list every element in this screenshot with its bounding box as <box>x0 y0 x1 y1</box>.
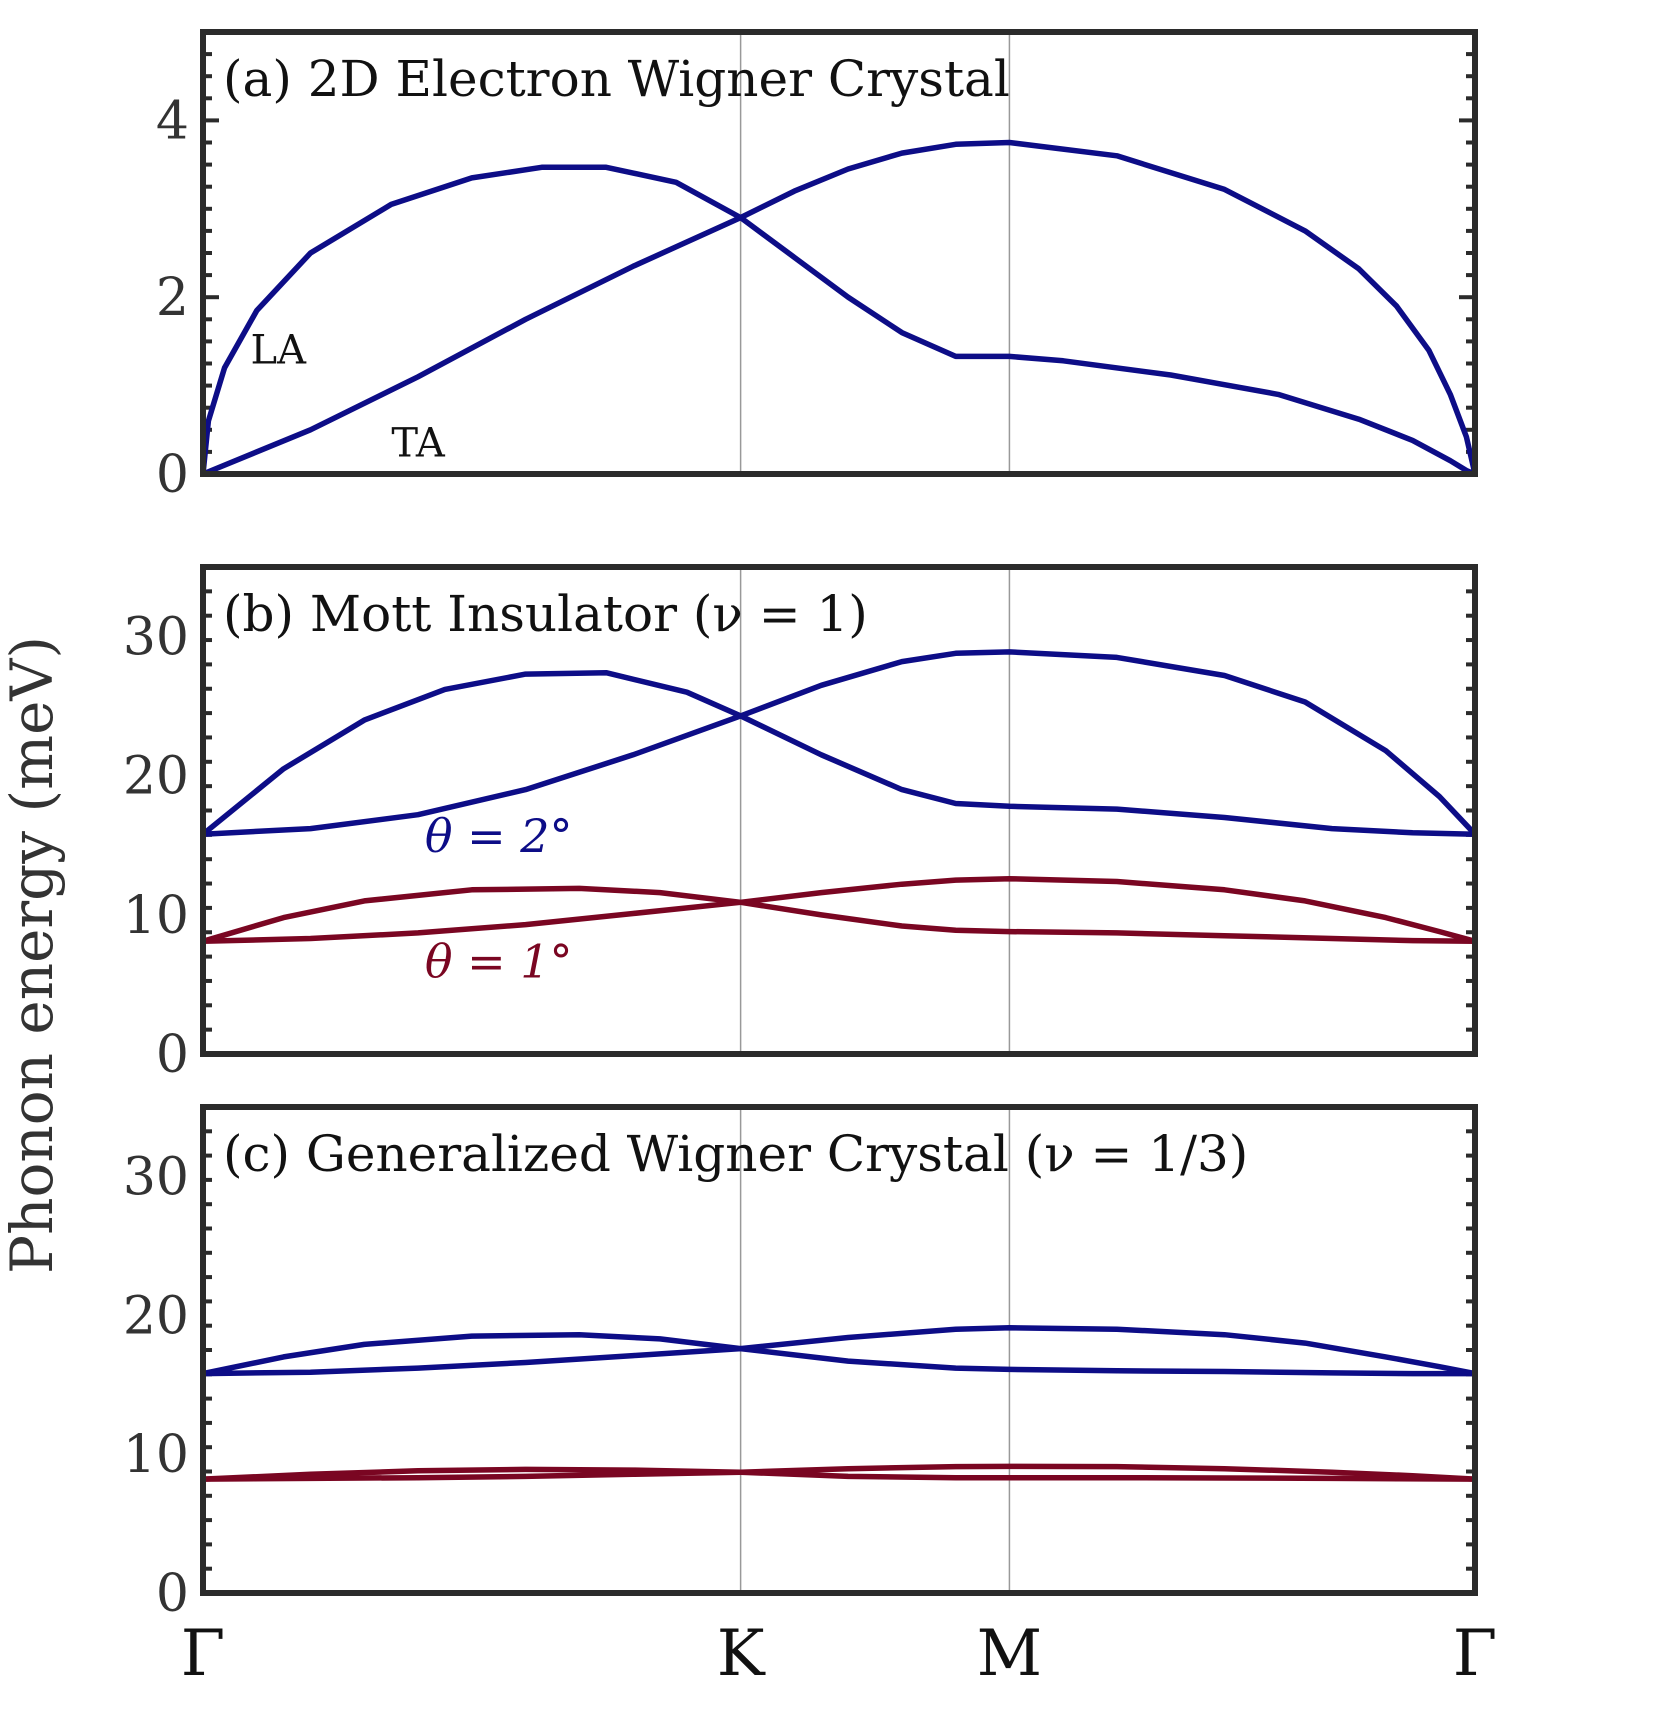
panel-a-mode-label: TA <box>391 420 445 466</box>
panel-c-series-1 <box>200 1325 1478 1377</box>
panel-c-series-0 <box>200 1331 1478 1377</box>
x-path-label: Γ <box>1453 1617 1497 1691</box>
panel-c-title: (c) Generalized Wigner Crystal (ν = 1/3) <box>223 1125 1248 1183</box>
x-path-label: K <box>717 1617 766 1691</box>
panel-a-mode-label: LA <box>251 328 308 374</box>
y-axis-label: Phonon energy (meV) <box>0 636 66 1274</box>
panel-c-ytick-label: 10 <box>123 1425 189 1485</box>
panel-b-series-label: θ = 1° <box>425 934 573 988</box>
panel-b-frame <box>200 564 1478 1057</box>
panel-a-series-1 <box>200 139 1478 477</box>
panel-c-series-3 <box>200 1463 1478 1482</box>
panel-b-ytick-label: 0 <box>156 1025 189 1085</box>
panel-a-ytick-label: 2 <box>156 268 189 328</box>
panel-b-title: (b) Mott Insulator (ν = 1) <box>223 585 868 643</box>
panel-b-ytick-label: 30 <box>123 608 189 668</box>
panel-a-ytick-label: 4 <box>156 91 189 151</box>
x-path-label: M <box>977 1617 1043 1691</box>
panel-c-ytick-label: 0 <box>156 1564 189 1624</box>
panel-b-series-1 <box>200 649 1478 837</box>
panel-c: 0 10 20 30 (c) Generalized Wigner Crystal (ν… <box>123 1104 1478 1624</box>
panel-b-series-0 <box>200 669 1478 837</box>
panel-b: 0 10 20 30 (b) Mott Insulator (ν = 1) θ = 2° θ… <box>123 564 1478 1085</box>
panel-c-series-2 <box>200 1466 1478 1482</box>
panels-group: 0 2 4 (a) 2D Electron Wigner Crystal LA TA 0 10… <box>123 29 1478 1624</box>
panel-b-series-3 <box>200 875 1478 945</box>
panel-a-ytick-label: 0 <box>156 445 189 505</box>
panel-c-ytick-label: 30 <box>123 1147 189 1207</box>
panel-c-ytick-label: 20 <box>123 1286 189 1346</box>
panel-a-series-0 <box>200 164 1478 477</box>
x-path-label: Γ <box>181 1617 225 1691</box>
panel-b-series-label: θ = 2° <box>425 809 573 863</box>
panel-b-series-2 <box>200 885 1478 945</box>
panel-a-frame <box>200 29 1478 477</box>
panel-a: 0 2 4 (a) 2D Electron Wigner Crystal LA TA <box>156 29 1478 505</box>
panel-b-ytick-label: 10 <box>123 886 189 946</box>
panel-a-title: (a) 2D Electron Wigner Crystal <box>223 50 1010 108</box>
panel-b-ytick-label: 20 <box>123 747 189 807</box>
panel-c-frame <box>200 1104 1478 1596</box>
